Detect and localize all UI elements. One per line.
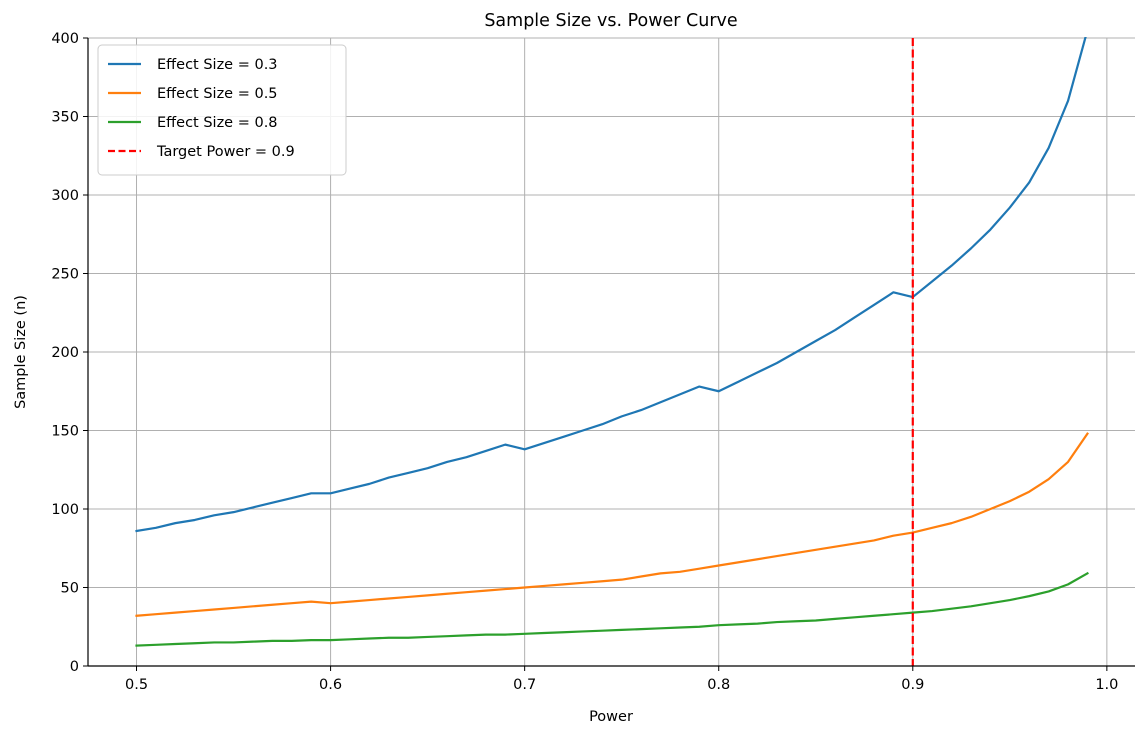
- chart-title: Sample Size vs. Power Curve: [484, 11, 737, 31]
- y-tick-label-5: 250: [51, 267, 79, 283]
- plot-area: 0.5 0.6 0.7 0.8 0.9 1.0 0 50 100 150 200 250 300 350…: [51, 31, 1135, 693]
- series-line-1: [135, 37, 1087, 533]
- x-axis-ticks: 0.5 0.6 0.7 0.8 0.9 1.0: [125, 666, 1118, 693]
- series-lines: [135, 37, 1089, 647]
- y-tick-label-8: 400: [51, 31, 79, 47]
- legend-label-2: Effect Size = 0.5: [157, 86, 278, 102]
- y-tick-label-1: 50: [61, 581, 79, 597]
- x-tick-label-4: 0.9: [901, 677, 924, 693]
- x-tick-label-2: 0.7: [513, 677, 536, 693]
- series-line-3: [135, 571, 1089, 647]
- x-tick-label-3: 0.8: [707, 677, 730, 693]
- x-axis-label: Power: [589, 709, 633, 725]
- y-tick-label-4: 200: [51, 345, 79, 361]
- y-axis-ticks: 0 50 100 150 200 250 300 350 400: [51, 31, 88, 675]
- x-tick-label-1: 0.6: [319, 677, 342, 693]
- x-tick-label-5: 1.0: [1095, 677, 1118, 693]
- x-tick-label-0: 0.5: [125, 677, 148, 693]
- legend-label-3: Effect Size = 0.8: [157, 115, 278, 131]
- legend-label-1: Effect Size = 0.3: [157, 57, 278, 73]
- legend-box: [97, 44, 347, 176]
- y-tick-label-7: 350: [51, 110, 79, 126]
- y-tick-label-6: 300: [51, 188, 79, 204]
- y-tick-label-2: 100: [51, 502, 79, 518]
- y-tick-label-0: 0: [70, 659, 79, 675]
- legend: Effect Size = 0.3 Effect Size = 0.5 Effect…: [97, 44, 347, 176]
- series-line-2: [135, 432, 1089, 617]
- y-axis-label: Sample Size (n): [13, 295, 29, 409]
- y-tick-label-3: 150: [51, 424, 79, 440]
- legend-label-4: Target Power = 0.9: [156, 144, 295, 160]
